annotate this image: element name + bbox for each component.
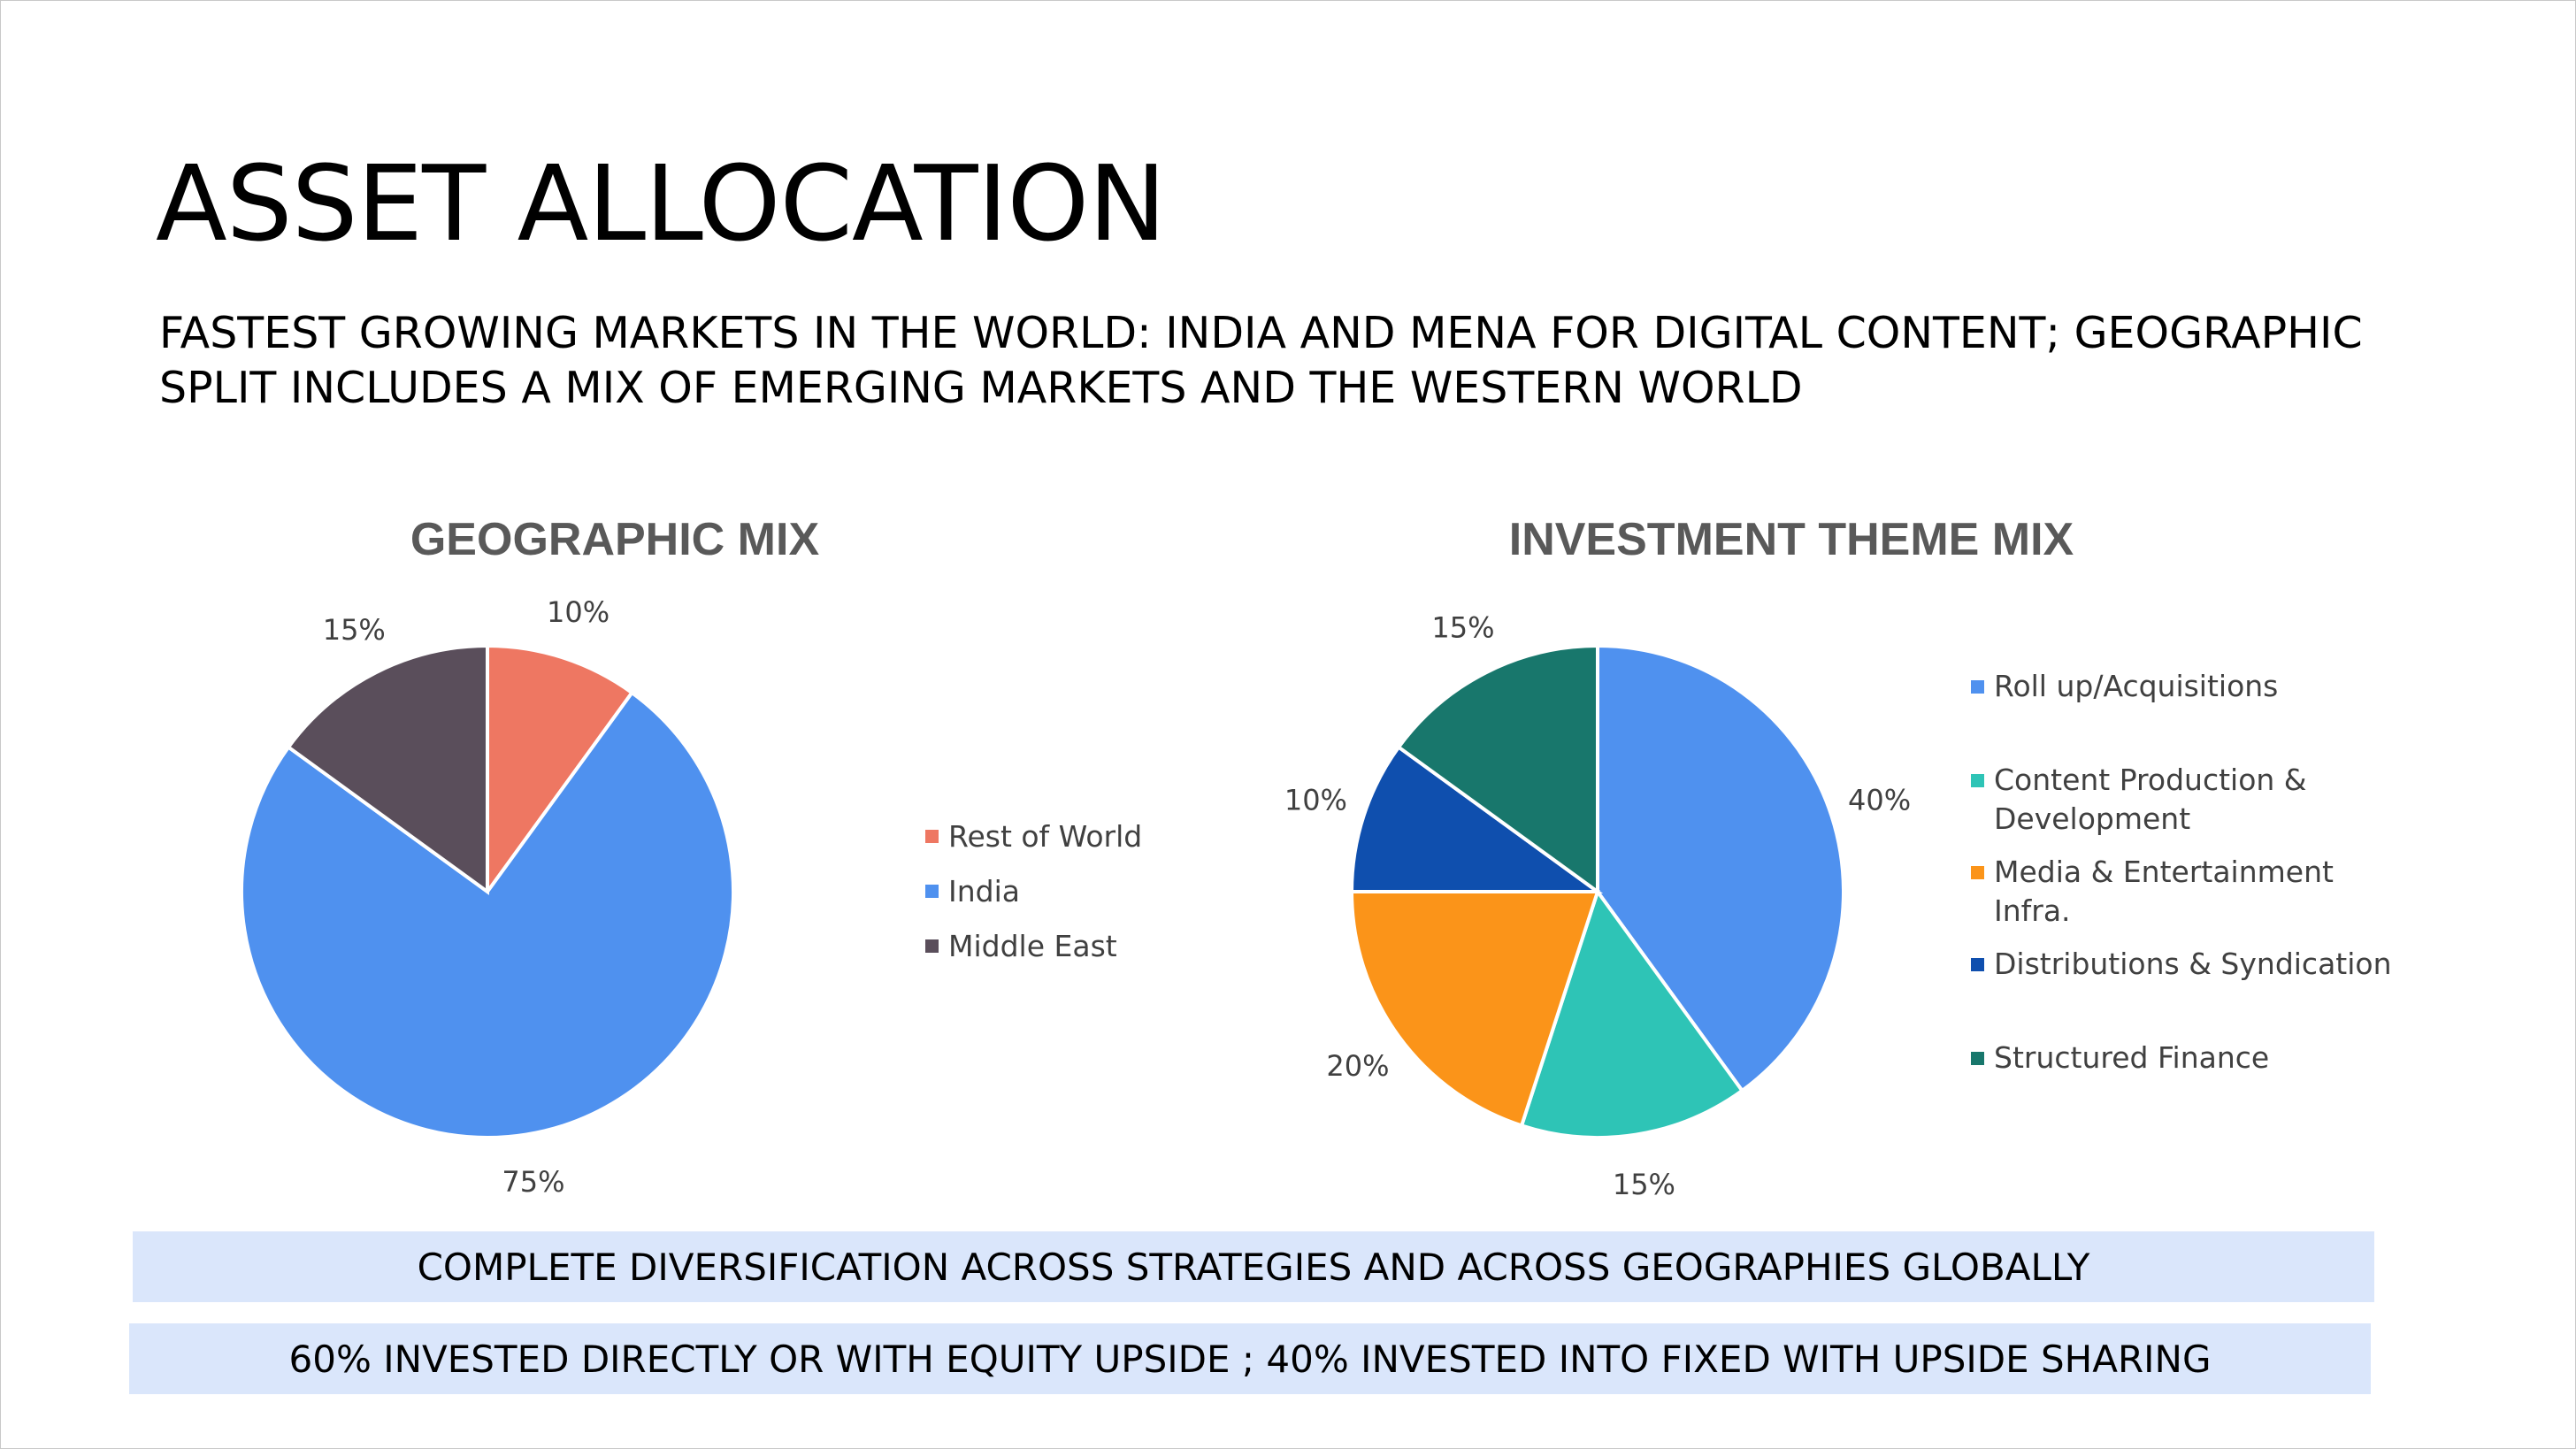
data-label-india: 75% [502,1165,564,1199]
legend-label: Rest of World [948,819,1143,854]
data-label-distributions-syndication: 10% [1284,783,1347,816]
data-label-middle-east: 15% [323,613,386,647]
legend-item-middle-east: Middle East [925,927,1142,982]
pie-slice-middle-east [286,643,489,895]
diversification-banner: COMPLETE DIVERSIFICATION ACROSS STRATEGI… [133,1231,2374,1302]
geographic-mix-pie-chart: 10% 75% 15% [240,595,735,1199]
legend-swatch [1971,958,1984,971]
legend-item-rest-of-world: Rest of World [925,817,1142,872]
legend-item-content-production: Content Production & Development [1971,761,2413,853]
geographic-mix-legend: Rest of World India Middle East [925,817,1142,982]
legend-label: Middle East [948,929,1117,963]
legend-swatch [1971,1052,1984,1065]
data-label-content-production-development: 15% [1613,1168,1675,1201]
legend-swatch [925,939,939,953]
investment-theme-legend: Roll up/Acquisitions Content Production … [1971,667,2413,1077]
data-label-roll-up-acquisitions: 40% [1848,783,1911,816]
pie-slice-roll-up-acquisitions [1596,643,1845,1093]
pie-slice-structured-finance [1396,643,1599,895]
pie-slice-media-entertainment-infra [1349,890,1600,1128]
data-label-structured-finance: 15% [1431,611,1494,645]
legend-label: India [948,874,1020,908]
page-title: ASSET ALLOCATION [156,142,1167,264]
legend-swatch [925,885,939,898]
legend-label: Content Production & Development [1994,763,2307,836]
legend-label: Roll up/Acquisitions [1994,669,2279,703]
pie-slice-content-production-development [1519,887,1745,1139]
pie-slice-distributions-syndication [1349,744,1604,893]
investment-theme-pie-chart: 40% 15% 20% 10% 15% [1284,611,1911,1201]
legend-swatch [925,830,939,843]
legend-item-distributions-syndication: Distributions & Syndication [1971,945,2413,1039]
investment-split-banner: 60% INVESTED DIRECTLY OR WITH EQUITY UPS… [129,1323,2371,1394]
pie-slice-rest-of-world [486,643,635,898]
legend-swatch [1971,866,1984,879]
data-label-rest-of-world: 10% [547,595,610,629]
legend-swatch [1971,774,1984,787]
legend-label: Media & Entertainment Infra. [1994,855,2334,928]
legend-item-structured-finance: Structured Finance [1971,1039,2413,1077]
legend-label: Distributions & Syndication [1994,947,2392,981]
legend-swatch [1971,680,1984,694]
investment-theme-chart-title: INVESTMENT THEME MIX [1508,514,2074,565]
legend-label: Structured Finance [1994,1040,2270,1075]
page-subtitle: FASTEST GROWING MARKETS IN THE WORLD: IN… [159,308,2363,413]
geographic-mix-chart-title: GEOGRAPHIC MIX [410,514,820,565]
legend-item-india: India [925,872,1142,927]
data-label-media-entertainment-infra: 20% [1326,1049,1389,1083]
legend-item-roll-up-acquisitions: Roll up/Acquisitions [1971,667,2413,761]
legend-item-media-entertainment-infra: Media & Entertainment Infra. [1971,853,2413,945]
